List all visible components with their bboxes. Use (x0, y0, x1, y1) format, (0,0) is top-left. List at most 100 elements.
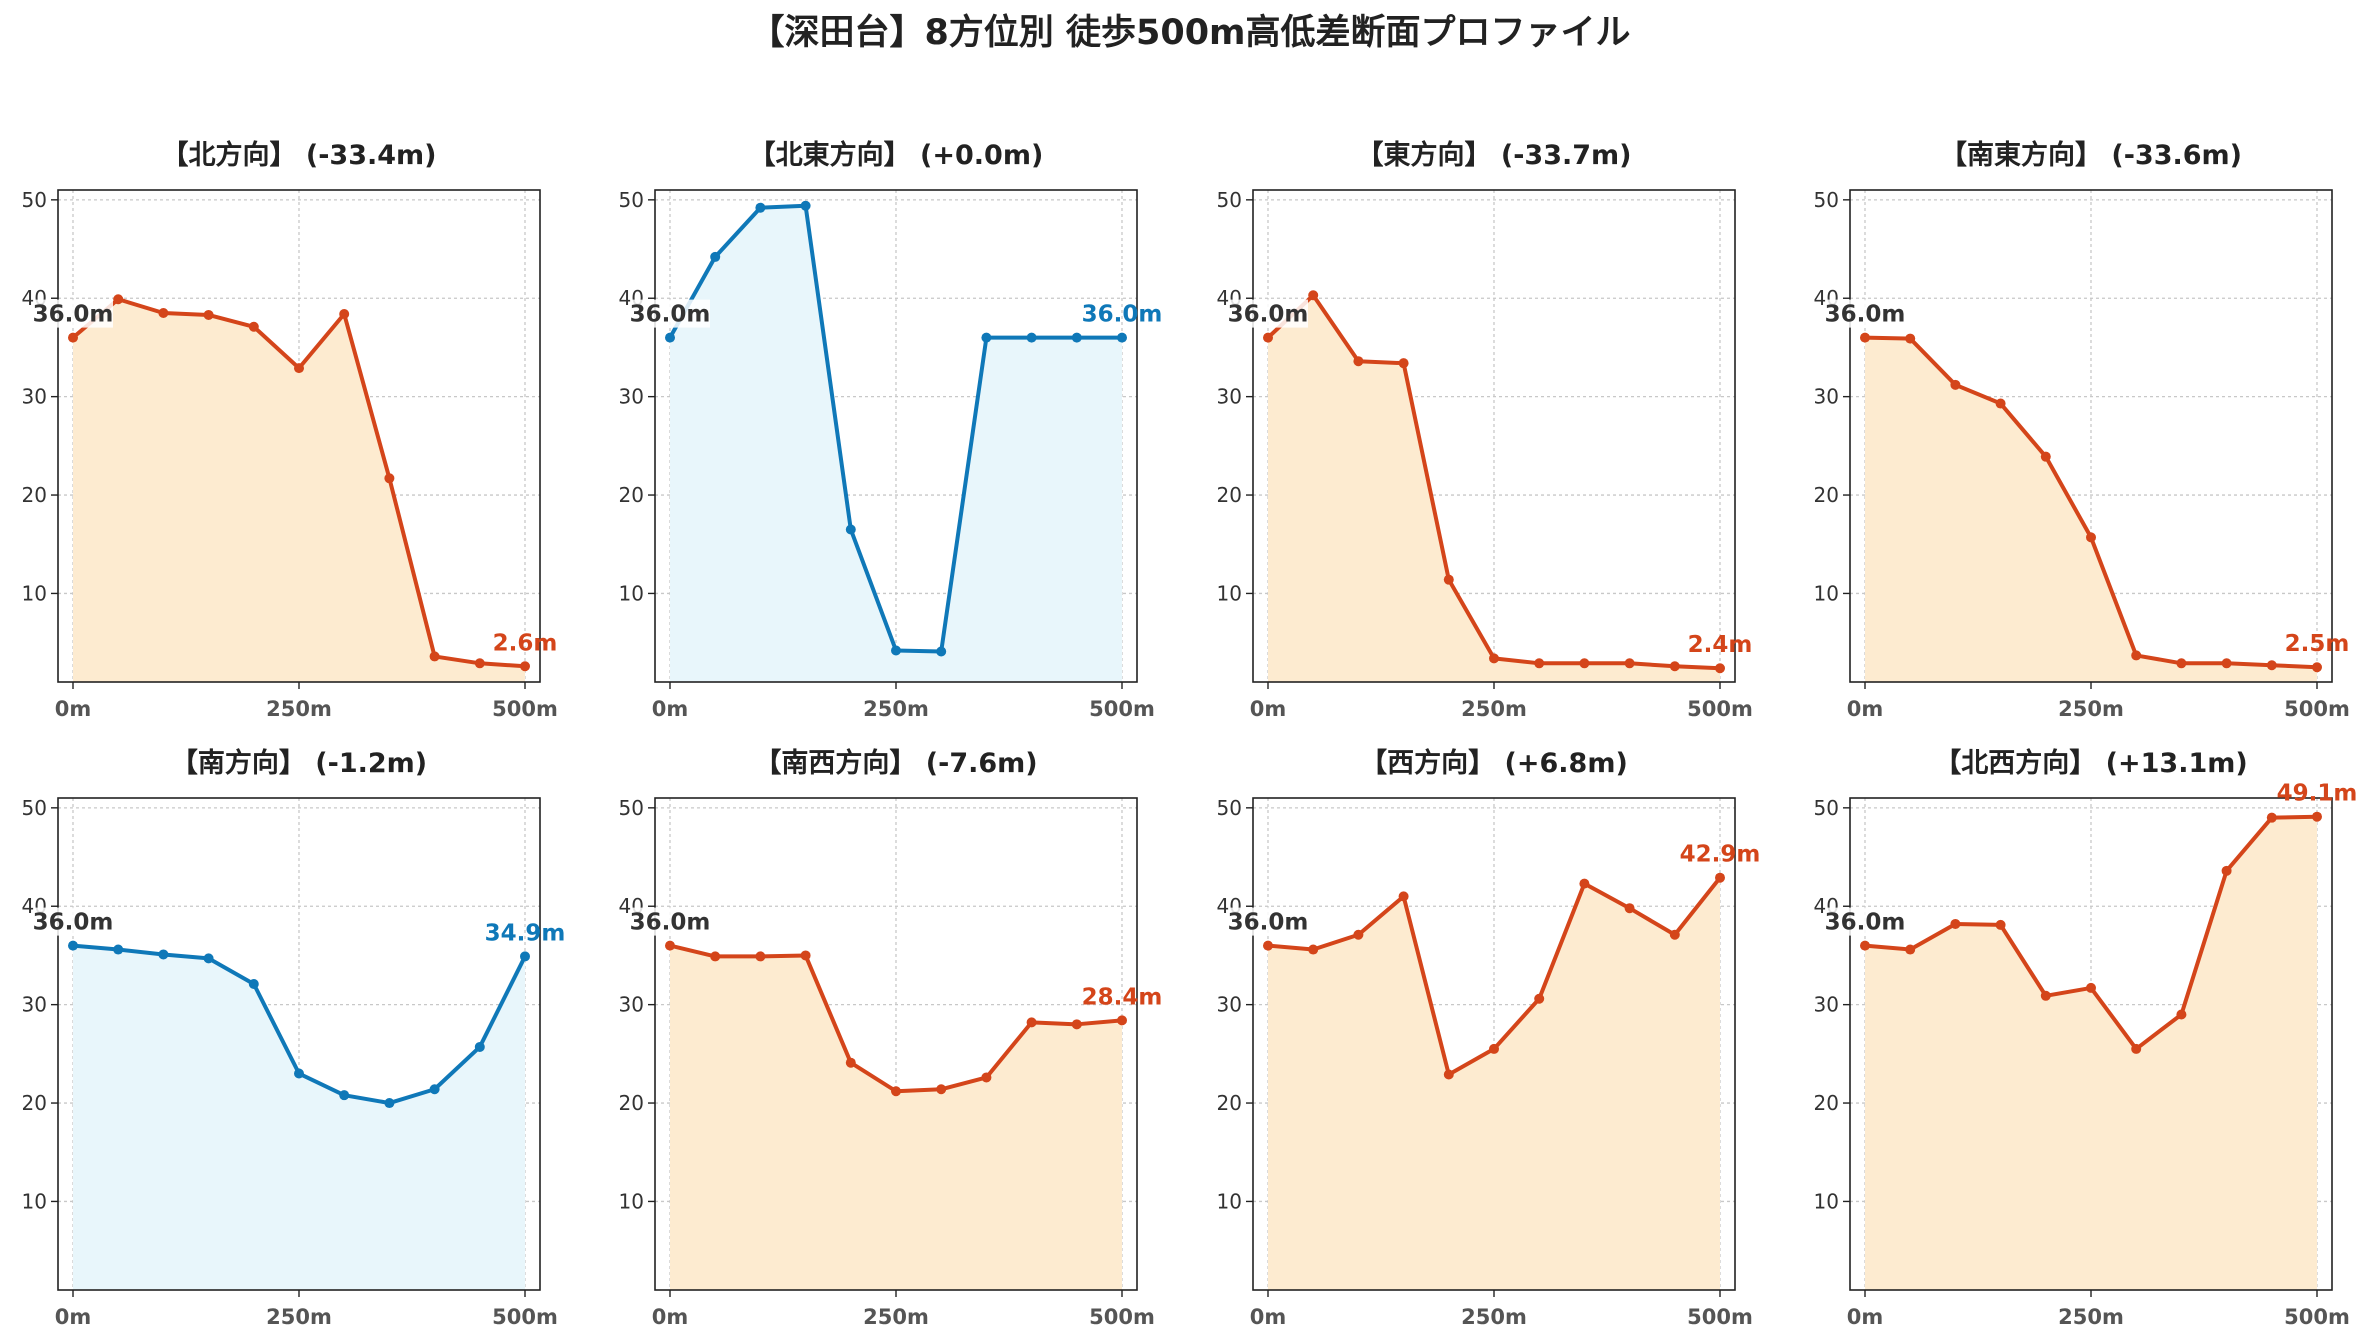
data-point (294, 1068, 304, 1079)
y-tick-label: 50 (619, 188, 644, 212)
y-tick-label: 10 (22, 581, 47, 605)
data-point (2086, 982, 2096, 993)
x-tick-label: 0m (55, 697, 92, 721)
data-point (1579, 658, 1590, 669)
data-point (1398, 358, 1409, 369)
data-point (981, 332, 992, 343)
data-point (1624, 903, 1635, 914)
data-point (1579, 878, 1590, 889)
y-tick-label: 30 (619, 993, 644, 1017)
data-point (1398, 891, 1409, 902)
elevation-area (670, 945, 1122, 1290)
x-tick-label: 500m (1089, 697, 1155, 721)
data-point (891, 1086, 901, 1097)
x-tick-label: 0m (1847, 1305, 1884, 1329)
y-tick-label: 30 (619, 385, 644, 409)
data-point (294, 363, 304, 374)
data-point (339, 1090, 350, 1101)
data-point (2176, 1009, 2187, 1020)
start-label-bg (632, 299, 710, 328)
end-elevation-label: 49.1m (2277, 781, 2358, 807)
data-point (2176, 658, 2187, 669)
elevation-area (73, 299, 525, 682)
y-tick-label: 20 (1217, 483, 1242, 507)
start-label-bg (1827, 299, 1905, 328)
y-tick-label: 10 (619, 1189, 644, 1213)
data-point (339, 308, 350, 319)
y-tick-label: 30 (22, 385, 47, 409)
data-point (936, 1084, 947, 1095)
data-point (113, 294, 124, 305)
y-tick-label: 50 (619, 796, 644, 820)
panel-title: 【西方向】 (+6.8m) (1360, 747, 1628, 779)
data-point (1263, 332, 1273, 343)
y-tick-label: 50 (1217, 188, 1242, 212)
data-point (2040, 990, 2051, 1001)
start-label-bg (1230, 907, 1308, 936)
data-point (520, 951, 530, 962)
data-point (68, 332, 78, 343)
data-point (1117, 1015, 1127, 1026)
data-point (845, 524, 856, 535)
data-point (2312, 811, 2322, 822)
x-tick-label: 0m (652, 697, 689, 721)
y-tick-label: 20 (22, 483, 47, 507)
data-point (1489, 1043, 1499, 1054)
x-tick-label: 250m (863, 697, 929, 721)
data-point (68, 940, 78, 951)
data-point (1905, 944, 1916, 955)
y-tick-label: 10 (1217, 581, 1242, 605)
end-elevation-label: 2.5m (2285, 631, 2350, 657)
data-point (665, 940, 675, 951)
x-tick-label: 500m (492, 697, 558, 721)
data-point (203, 953, 214, 964)
data-point (2131, 1043, 2142, 1054)
data-point (1715, 872, 1725, 883)
panel-title: 【南西方向】 (-7.6m) (754, 747, 1037, 779)
data-point (800, 950, 811, 961)
y-tick-label: 50 (22, 188, 47, 212)
elevation-area (1268, 295, 1720, 682)
start-elevation-label: 36.0m (1228, 302, 1309, 328)
data-point (1071, 332, 1082, 343)
data-point (1353, 356, 1364, 367)
data-point (384, 473, 395, 484)
data-point (755, 202, 766, 213)
data-point (1353, 929, 1364, 940)
data-point (1905, 333, 1916, 344)
x-tick-label: 250m (2058, 697, 2124, 721)
start-label-bg (1827, 907, 1905, 936)
data-point (203, 309, 214, 320)
y-tick-label: 20 (619, 1091, 644, 1115)
y-tick-label: 10 (1814, 1189, 1839, 1213)
start-label-bg (35, 299, 113, 328)
end-elevation-label: 28.4m (1082, 984, 1163, 1010)
data-point (2221, 865, 2232, 876)
data-point (520, 661, 530, 672)
panel-title: 【南東方向】 (-33.6m) (1940, 139, 2242, 171)
data-point (1860, 332, 1870, 343)
data-point (158, 949, 169, 960)
data-point (2312, 662, 2322, 673)
data-point (2266, 660, 2277, 671)
data-point (474, 1041, 485, 1052)
x-tick-label: 0m (55, 1305, 92, 1329)
y-tick-label: 30 (1217, 993, 1242, 1017)
data-point (1263, 940, 1273, 951)
panel-title: 【北方向】 (-33.4m) (161, 139, 436, 171)
x-tick-label: 500m (2284, 697, 2350, 721)
y-tick-label: 50 (22, 796, 47, 820)
data-point (248, 978, 259, 989)
elevation-area (1865, 337, 2317, 682)
data-point (1026, 332, 1037, 343)
data-point (384, 1098, 395, 1109)
data-point (1669, 661, 1680, 672)
figure-title: 【深田台】8方位別 徒歩500m高低差断面プロファイル (749, 13, 1630, 53)
start-label-bg (35, 907, 113, 936)
x-tick-label: 500m (2284, 1305, 2350, 1329)
